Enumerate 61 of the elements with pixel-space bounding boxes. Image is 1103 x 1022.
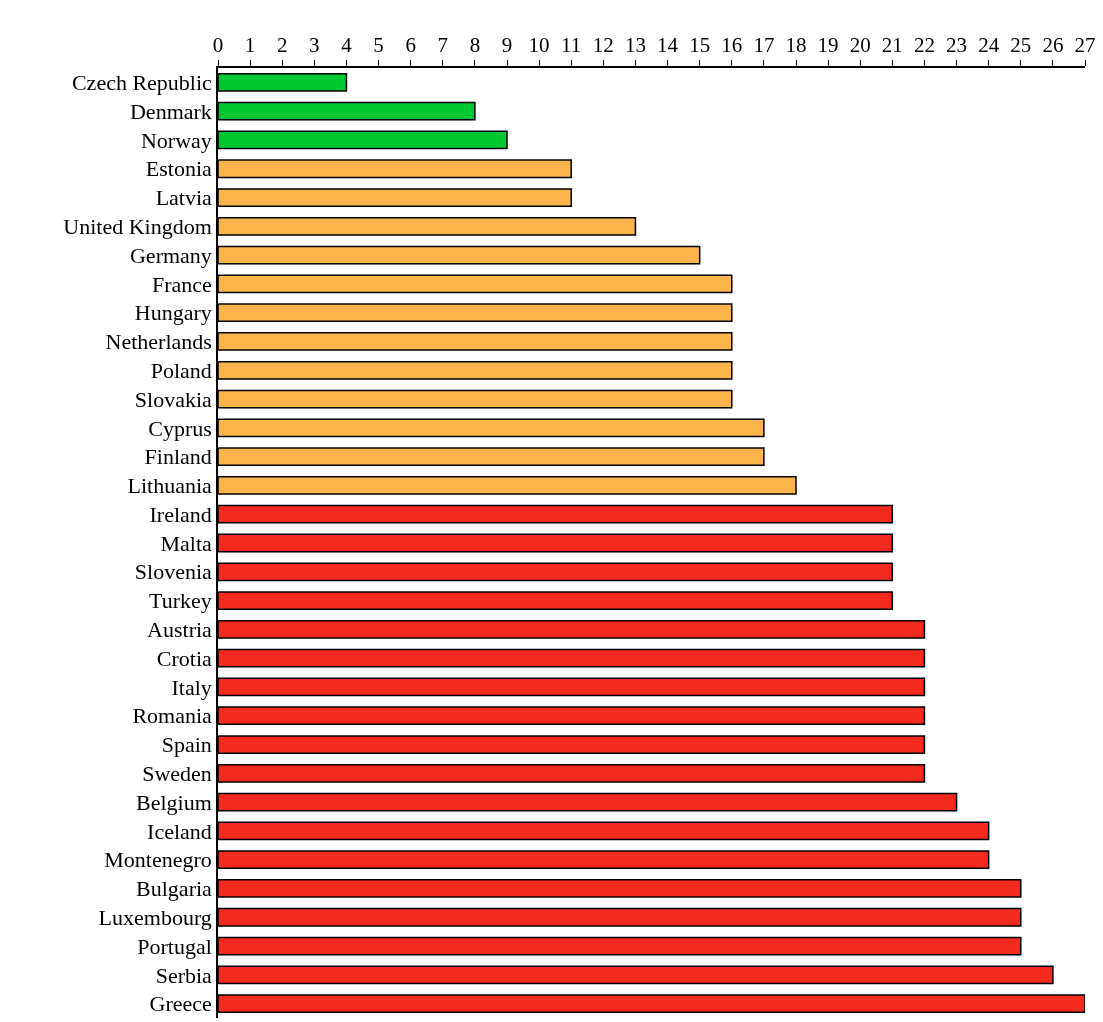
y-tick-label: Luxembourg	[98, 904, 212, 930]
y-tick-label: Slovakia	[134, 386, 213, 412]
y-tick-label: Belgium	[136, 789, 212, 815]
y-tick-label: Romania	[132, 703, 213, 729]
y-tick-label: Spain	[161, 732, 212, 758]
x-tick-label: 8	[469, 32, 481, 57]
x-tick-label: 21	[881, 32, 903, 57]
y-tick-label: Denmark	[129, 98, 212, 124]
y-tick-label: Latvia	[155, 185, 213, 211]
y-tick-label: Cyprus	[148, 415, 212, 441]
y-tick-label: Germany	[129, 242, 212, 268]
x-tick-label: 23	[946, 32, 968, 57]
x-tick-label: 19	[817, 32, 839, 57]
x-tick-label: 24	[978, 32, 1000, 57]
x-tick-label: 11	[561, 32, 582, 57]
y-tick-label: Austria	[147, 617, 213, 643]
y-tick-label: Czech Republic	[71, 70, 213, 96]
y-tick-label: Poland	[150, 357, 212, 383]
x-tick-label: 25	[1010, 32, 1032, 57]
x-tick-label: 27	[1074, 32, 1096, 57]
x-tick-label: 4	[341, 32, 353, 57]
x-tick-label: 10	[528, 32, 550, 57]
x-tick-label: 2	[276, 32, 288, 57]
y-tick-label: Sweden	[142, 761, 212, 786]
x-tick-label: 17	[753, 32, 775, 57]
y-tick-label: Slovenia	[134, 559, 213, 585]
x-tick-label: 14	[657, 32, 679, 57]
y-tick-label: Serbia	[155, 962, 213, 988]
y-tick-label: Portugal	[137, 933, 212, 959]
y-tick-label: Turkey	[149, 588, 212, 614]
y-tick-label: France	[151, 271, 212, 297]
y-tick-label: Netherlands	[105, 329, 212, 355]
y-tick-label: Malta	[160, 530, 213, 556]
y-tick-label: Crotia	[156, 645, 213, 671]
y-tick-label: Estonia	[145, 156, 213, 182]
x-tick-label: 13	[624, 32, 646, 57]
y-tick-label: Bulgaria	[136, 876, 213, 902]
x-tick-label: 3	[309, 32, 320, 57]
x-tick-label: 20	[849, 32, 871, 57]
x-tick-label: 1	[244, 32, 256, 57]
y-tick-label: Iceland	[147, 818, 212, 844]
y-tick-label: Norway	[140, 127, 212, 153]
y-tick-label: United Kingdom	[63, 214, 212, 240]
x-tick-label: 12	[592, 32, 614, 57]
y-tick-label: Greece	[149, 991, 212, 1017]
x-tick-label: 0	[212, 32, 224, 57]
y-tick-label: Montenegro	[104, 847, 212, 873]
x-tick-label: 26	[1042, 32, 1064, 57]
y-tick-label: Ireland	[149, 501, 212, 527]
x-tick-label: 18	[785, 32, 807, 57]
x-tick-label: 6	[405, 32, 416, 57]
x-tick-label: 16	[721, 32, 743, 57]
y-tick-label: Hungary	[134, 300, 212, 326]
x-tick-label: 9	[501, 32, 513, 57]
y-tick-label: Lithuania	[127, 473, 213, 499]
y-tick-label: Italy	[171, 674, 212, 700]
x-tick-label: 7	[437, 32, 449, 57]
y-tick-label: Finland	[144, 444, 212, 470]
x-tick-label: 22	[913, 32, 935, 57]
x-tick-label: 15	[689, 32, 711, 57]
x-tick-label: 5	[373, 32, 384, 57]
